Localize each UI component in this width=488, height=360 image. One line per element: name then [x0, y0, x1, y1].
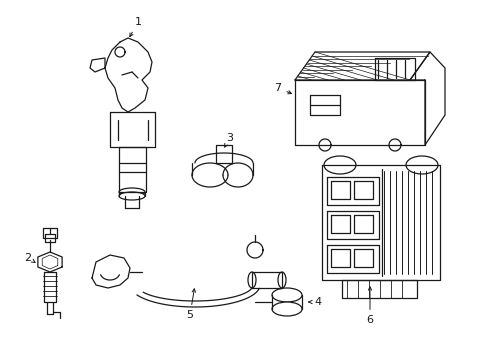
Polygon shape [353, 215, 372, 233]
Polygon shape [374, 58, 414, 80]
Polygon shape [110, 112, 155, 147]
Polygon shape [251, 272, 282, 288]
Polygon shape [388, 139, 400, 151]
Polygon shape [43, 228, 57, 238]
Polygon shape [216, 145, 231, 163]
Ellipse shape [324, 156, 355, 174]
Text: 1: 1 [130, 17, 141, 37]
Polygon shape [119, 147, 146, 192]
Polygon shape [318, 139, 330, 151]
Ellipse shape [271, 288, 302, 302]
Polygon shape [246, 242, 263, 258]
Polygon shape [341, 280, 416, 298]
Polygon shape [38, 252, 62, 272]
Polygon shape [326, 211, 378, 239]
Ellipse shape [405, 156, 437, 174]
Text: 5: 5 [186, 289, 195, 320]
Polygon shape [326, 177, 378, 205]
Polygon shape [353, 181, 372, 199]
Polygon shape [92, 255, 130, 288]
Text: 2: 2 [24, 253, 35, 263]
Ellipse shape [247, 272, 256, 288]
Polygon shape [353, 249, 372, 267]
Text: 3: 3 [224, 133, 233, 147]
Ellipse shape [119, 188, 145, 196]
Polygon shape [105, 38, 152, 112]
Ellipse shape [119, 192, 145, 200]
Polygon shape [115, 47, 125, 57]
Ellipse shape [278, 272, 285, 288]
Ellipse shape [271, 302, 302, 316]
Polygon shape [330, 249, 349, 267]
Polygon shape [330, 181, 349, 199]
Polygon shape [90, 58, 105, 72]
Text: 6: 6 [366, 287, 373, 325]
Polygon shape [321, 165, 439, 280]
Polygon shape [44, 272, 56, 302]
Polygon shape [330, 215, 349, 233]
Polygon shape [45, 234, 55, 242]
Text: 7: 7 [274, 83, 291, 94]
Text: 4: 4 [308, 297, 321, 307]
Polygon shape [326, 245, 378, 273]
